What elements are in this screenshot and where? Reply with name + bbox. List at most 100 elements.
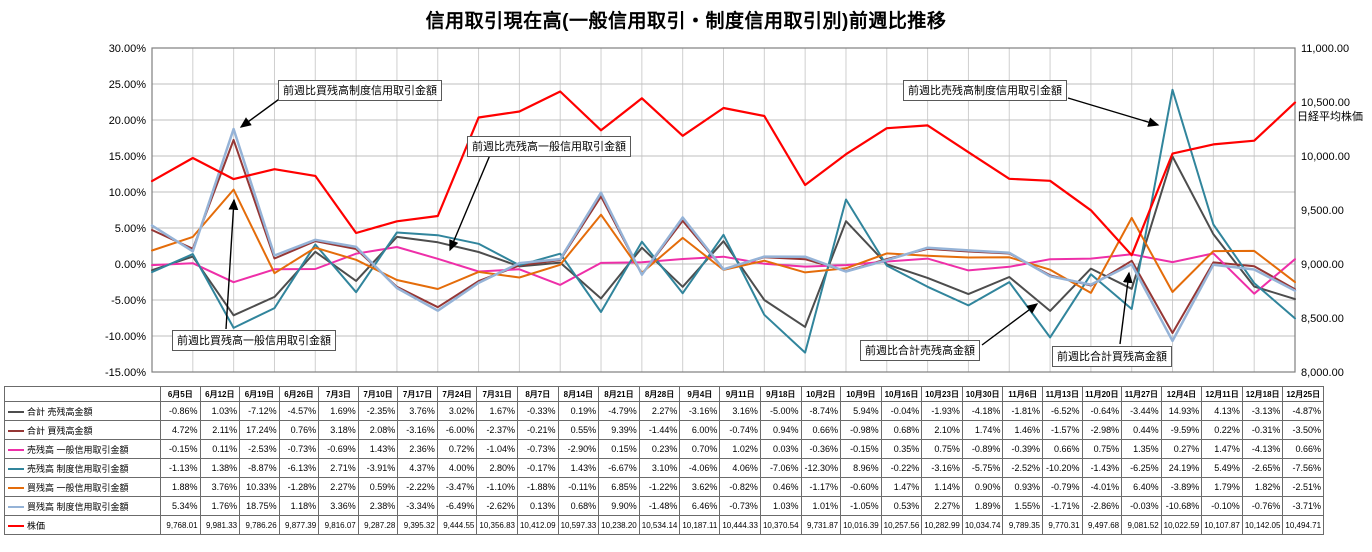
table-cell: 1.76% (199, 496, 241, 516)
annotation-label: 前週比売残高一般信用取引金額 (467, 136, 631, 157)
table-cell: -0.60% (840, 477, 882, 497)
right-axis-label: 10,000.00 (1301, 151, 1350, 163)
table-row: 売残高 制度信用取引金額 -1.13% 1.38% -8.87% -6.13% 2.71%… (4, 458, 1325, 478)
series-line (151, 246, 1296, 295)
table-cell: -2.62% (476, 496, 518, 516)
table-cell: -1.71% (1042, 496, 1083, 516)
series-label: 合計 売残高金額 (27, 406, 93, 417)
table-cell: 2.27% (921, 496, 963, 516)
table-cell: 0.19% (557, 401, 600, 421)
table-cell: 1.89% (961, 496, 1004, 516)
table-cell: 10,370.54 (759, 515, 802, 535)
column-header-date: 12月18日 (1241, 386, 1284, 402)
table-cell: 1.82% (1241, 477, 1284, 497)
series-label: 売残高 一般信用取引金額 (27, 444, 129, 455)
table-cell: -2.37% (476, 420, 518, 440)
table-cell: -3.16% (679, 401, 721, 421)
table-cell: 0.70% (679, 439, 721, 459)
right-axis-label: 10,500.00 (1301, 97, 1350, 109)
table-cell: 9,731.87 (800, 515, 842, 535)
table-cell: 1.67% (476, 401, 518, 421)
table-cell: 9,444.55 (436, 515, 478, 535)
table-cell: 10,238.20 (598, 515, 640, 535)
annotation-arrow (1067, 97, 1160, 127)
table-cell: -0.39% (1002, 439, 1043, 459)
table-cell: -1.13% (160, 458, 201, 478)
column-header-date: 10月23日 (921, 386, 963, 402)
table-row: 合計 買残高金額 4.72% 2.11% 17.24% 0.76% 3.18% 2.08% -… (4, 420, 1325, 440)
table-cell: -0.11% (557, 477, 600, 497)
table-cell: -0.22% (880, 458, 923, 478)
chart-title: 信用取引現在高(一般信用取引・制度信用取引別)前週比推移 (425, 11, 947, 32)
table-cell: 0.53% (880, 496, 923, 516)
table-cell: 1.02% (719, 439, 761, 459)
table-cell: -1.28% (278, 477, 320, 497)
table-cell: 10,412.09 (516, 515, 559, 535)
table-cell: 10,257.56 (880, 515, 923, 535)
table-cell: 18.75% (239, 496, 280, 516)
table-cell: -3.34% (397, 496, 438, 516)
series-label-cell: 売残高 制度信用取引金額 (4, 458, 161, 478)
table-cell: 3.76% (397, 401, 438, 421)
table-cell: -0.33% (516, 401, 559, 421)
left-axis-label: 5.00% (115, 223, 146, 235)
table-cell: 10,107.87 (1201, 515, 1243, 535)
table-cell: -10.68% (1160, 496, 1203, 516)
table-cell: -3.71% (1282, 496, 1325, 516)
table-cell: 0.94% (759, 420, 802, 440)
table-cell: 1.55% (1002, 496, 1043, 516)
table-cell: 3.02% (436, 401, 478, 421)
table-cell: 10,282.99 (921, 515, 963, 535)
table-cell: -0.76% (1241, 496, 1284, 516)
table-cell: 1.69% (318, 401, 359, 421)
table-cell: -0.04% (880, 401, 923, 421)
table-cell: 5.94% (840, 401, 882, 421)
table-row: 買残高 制度信用取引金額 5.34% 1.76% 18.75% 1.18% 3.36% 2.… (4, 496, 1325, 516)
right-axis-label: 8,000.00 (1301, 367, 1344, 379)
table-cell: 1.47% (880, 477, 923, 497)
table-cell: 0.76% (278, 420, 320, 440)
table-cell: -1.48% (638, 496, 681, 516)
table-cell: -3.13% (1241, 401, 1284, 421)
table-cell: 9,981.33 (199, 515, 241, 535)
table-cell: -0.73% (516, 439, 559, 459)
table-cell: 0.03% (759, 439, 802, 459)
column-header-date: 12月25日 (1282, 386, 1325, 402)
table-cell: -6.13% (278, 458, 320, 478)
table-cell: 1.79% (1201, 477, 1243, 497)
table-cell: 0.75% (921, 439, 963, 459)
table-cell: -7.06% (759, 458, 802, 478)
table-cell: 10.33% (239, 477, 280, 497)
table-cell: 10,597.33 (557, 515, 600, 535)
column-header-date: 9月11日 (719, 386, 761, 402)
annotation-label: 前週比合計売残高金額 (860, 340, 980, 361)
column-header-date: 6月26日 (278, 386, 320, 402)
table-cell: -2.90% (557, 439, 600, 459)
table-cell: 1.46% (1002, 420, 1043, 440)
table-cell: 9,081.52 (1121, 515, 1162, 535)
table-cell: -2.51% (1282, 477, 1325, 497)
table-row: 買残高 一般信用取引金額 1.88% 3.76% 10.33% -1.28% 2.27% 0… (4, 477, 1325, 497)
table-cell: -1.93% (921, 401, 963, 421)
table-cell: 1.03% (199, 401, 241, 421)
table-cell: 6.85% (598, 477, 640, 497)
right-axis-label: 9,500.00 (1301, 205, 1344, 217)
table-cell: 1.74% (961, 420, 1004, 440)
column-header-date: 8月28日 (638, 386, 681, 402)
table-cell: 10,142.05 (1241, 515, 1284, 535)
table-cell: -1.10% (476, 477, 518, 497)
table-cell: 0.75% (1081, 439, 1123, 459)
column-header-date: 6月12日 (199, 386, 241, 402)
table-cell: 2.36% (397, 439, 438, 459)
right-axis-label: 9,000.00 (1301, 259, 1344, 271)
table-cell: 0.46% (759, 477, 802, 497)
table-cell: 0.35% (880, 439, 923, 459)
left-axis-label: 30.00% (109, 43, 147, 55)
table-cell: 10,444.33 (719, 515, 761, 535)
table-cell: -0.64% (1081, 401, 1123, 421)
table-cell: 0.44% (1121, 420, 1162, 440)
series-label-cell: 合計 売残高金額 (4, 401, 161, 421)
table-cell: 1.14% (921, 477, 963, 497)
table-cell: -3.50% (1282, 420, 1325, 440)
table-cell: 10,356.83 (476, 515, 518, 535)
